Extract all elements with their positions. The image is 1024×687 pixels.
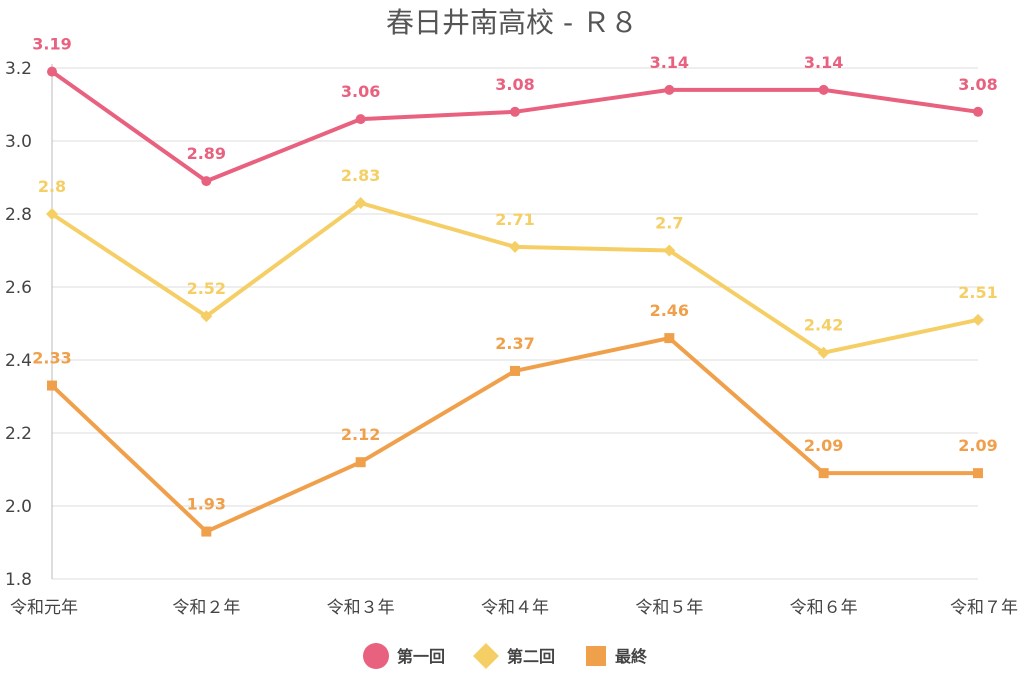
y-tick-label: 3.0 [5,132,32,152]
legend-diamond-icon [473,643,499,669]
data-label: 2.37 [495,334,534,353]
y-tick-label: 2.6 [5,278,32,298]
data-label: 2.8 [38,177,66,196]
data-label: 3.14 [650,53,689,72]
data-label: 1.93 [187,495,226,514]
series-3 [47,333,983,537]
data-point [663,244,676,257]
data-label: 2.51 [958,283,997,302]
axes: 1.8 2.0 2.2 2.4 2.6 2.8 3.0 3.2 令和元年 令和２年 令和３年 令和４年… [5,59,1018,618]
data-label: 2.09 [804,436,843,455]
legend-circle-icon [363,643,389,669]
legend-item[interactable]: 第一回 [363,643,445,669]
data-point [354,197,367,210]
x-tick-label: 令和２年 [172,598,240,618]
chart-title: 春日井南高校 - Ｒ８ [386,6,638,39]
legend-item[interactable]: 第二回 [473,643,555,669]
y-tick-label: 2.2 [5,424,32,444]
y-tick-label: 2.4 [5,351,32,371]
legend-square-icon [586,646,606,666]
data-point [510,365,520,376]
legend-label: 第一回 [397,647,445,666]
legend: 第一回 第二回 最終 [363,643,648,669]
y-tick-label: 2.8 [5,205,32,225]
data-label: 3.08 [495,75,534,94]
data-point [817,346,830,359]
data-point [46,208,58,220]
data-label: 3.08 [958,75,997,94]
data-point [973,106,983,117]
data-point [664,333,675,344]
y-tick-label: 1.8 [5,570,32,590]
data-label: 2.89 [187,144,226,163]
x-tick-label: 令和６年 [790,598,858,618]
data-label: 3.06 [341,82,380,101]
data-point [510,106,520,117]
data-label: 2.09 [958,436,997,455]
series-layer [46,66,984,537]
data-point [973,468,983,479]
data-label: 2.46 [650,301,689,320]
legend-label: 第二回 [507,647,555,666]
data-label: 2.33 [32,349,71,368]
data-labels: 3.19 2.89 3.06 3.08 3.14 3.14 3.08 2.8 2.52 2.83 2… [32,35,997,514]
x-tick-label: 令和４年 [481,598,549,618]
data-label: 2.42 [804,316,843,335]
data-point [355,114,366,125]
y-tick-label: 3.2 [5,59,32,79]
data-point [509,240,521,253]
data-point [47,66,57,77]
data-label: 2.52 [187,279,226,298]
data-label: 2.7 [655,214,683,233]
x-tick-label: 令和５年 [635,598,703,618]
data-label: 2.71 [495,210,534,229]
x-tick-label: 令和元年 [10,598,78,618]
x-tick-label: 令和３年 [327,598,395,618]
data-label: 3.19 [32,35,71,54]
data-label: 2.83 [341,166,380,185]
x-tick-label: 令和７年 [950,598,1018,618]
data-point [200,310,213,323]
data-point [201,176,212,187]
data-point [664,84,675,95]
data-label: 2.12 [341,425,380,444]
data-label: 3.14 [804,53,843,72]
data-point [355,457,366,468]
grid [52,67,978,580]
series-1 [47,66,983,187]
data-point [818,84,829,95]
legend-label: 最終 [615,647,648,666]
legend-item[interactable]: 最終 [586,646,648,666]
data-point [201,526,212,537]
series-2 [46,197,984,359]
data-point [818,468,829,479]
data-point [47,380,57,391]
y-tick-label: 2.0 [5,497,32,517]
data-point [972,313,984,326]
